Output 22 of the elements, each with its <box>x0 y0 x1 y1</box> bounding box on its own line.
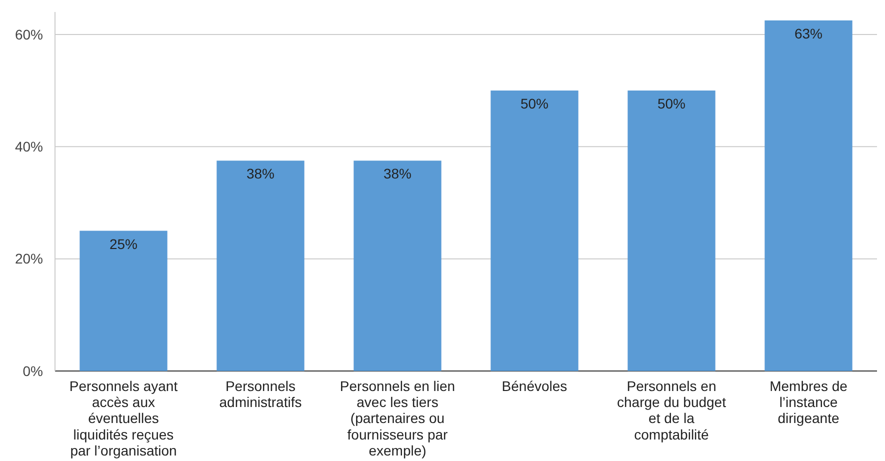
data-label: 38% <box>246 166 275 182</box>
x-tick-label: Personnels en lien avec les tiers (partenaires ou fournisseurs par exemple) <box>340 378 456 458</box>
x-tick-label: Bénévoles <box>502 378 568 394</box>
y-tick-label: 40% <box>14 138 43 155</box>
bar <box>764 20 852 371</box>
x-tick-label: Personnels ayant accès aux éventuelles liquidités reçues par l’organisation <box>69 378 178 458</box>
bar <box>354 160 442 371</box>
data-label: 50% <box>657 96 686 112</box>
data-label: 38% <box>383 166 412 182</box>
x-tick-label: Personnels en charge du budget et de la comptabilité <box>617 378 726 442</box>
data-label: 25% <box>109 236 138 252</box>
bar <box>216 160 304 371</box>
data-label: 50% <box>520 96 549 112</box>
x-tick-label: Membres de l’instance dirigeante <box>770 378 848 426</box>
bar <box>80 230 168 371</box>
bar <box>490 90 578 371</box>
bar <box>628 90 716 371</box>
y-tick-label: 20% <box>14 250 43 267</box>
y-tick-label: 60% <box>14 26 43 42</box>
y-tick-label: 0% <box>22 362 43 379</box>
x-tick-label: Personnels administratifs <box>219 378 302 410</box>
data-label: 63% <box>794 25 823 42</box>
